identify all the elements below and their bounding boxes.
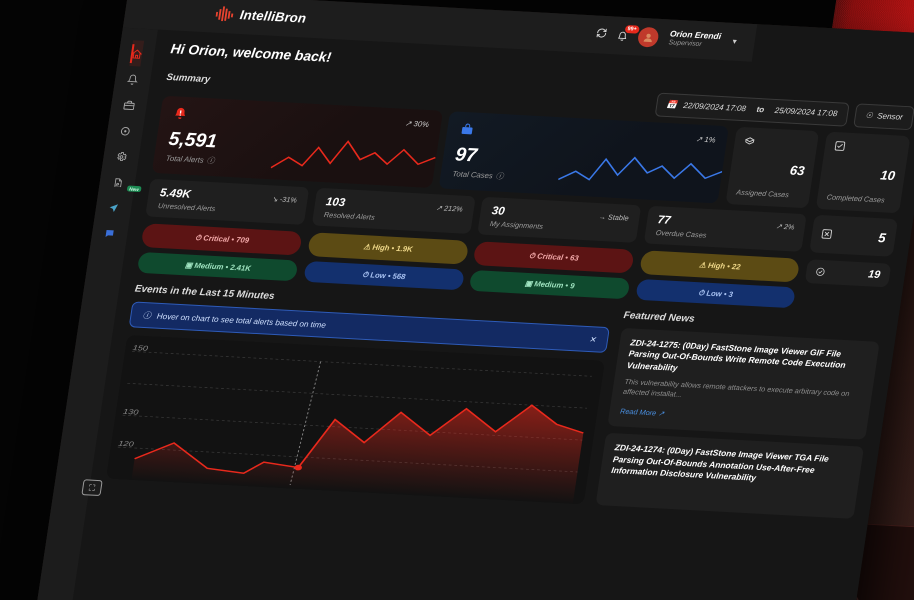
svg-text:150: 150	[132, 344, 149, 353]
svg-text:120: 120	[117, 440, 134, 449]
svg-text:130: 130	[122, 408, 139, 417]
